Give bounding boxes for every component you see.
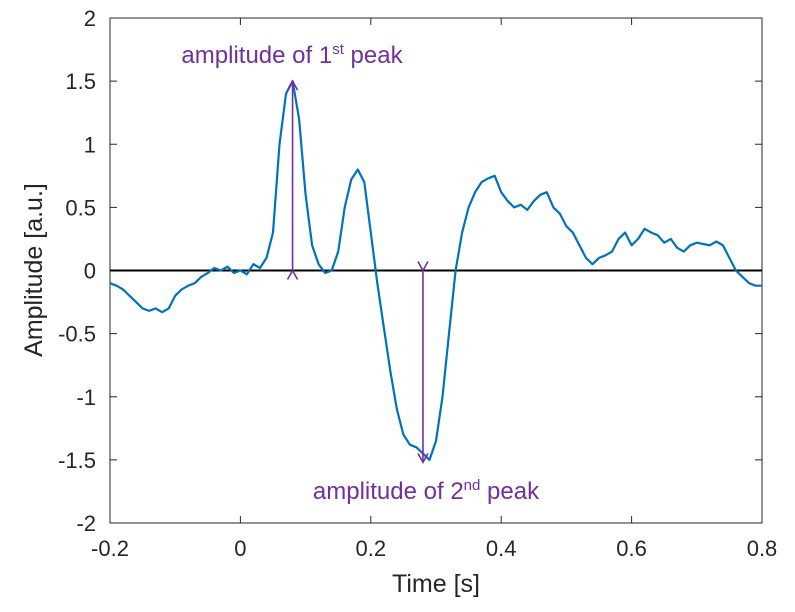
peak-annotation-label: amplitude of 2nd peak [313, 477, 540, 505]
y-tick-label: -0.5 [58, 322, 96, 347]
peak-annotation-label: amplitude of 1st peak [181, 41, 403, 69]
y-tick-label: 2 [84, 6, 96, 31]
y-axis-label: Amplitude [a.u.] [20, 183, 48, 357]
y-tick-label: -1 [76, 385, 96, 410]
y-tick-label: -1.5 [58, 448, 96, 473]
x-tick-label: 0.2 [356, 536, 387, 561]
x-tick-label: -0.2 [91, 536, 129, 561]
series-line [109, 79, 762, 461]
x-tick-label: 0 [234, 536, 246, 561]
x-axis-label: Time [s] [392, 570, 480, 598]
y-tick-label: 0.5 [65, 195, 96, 220]
x-tick-label: 0.6 [616, 536, 647, 561]
y-tick-label: 1 [84, 132, 96, 157]
x-tick-label: 0.4 [486, 536, 517, 561]
y-tick-label: 1.5 [65, 69, 96, 94]
annotation-layer: amplitude of 1st peak amplitude of 2nd pe… [181, 41, 540, 505]
y-tick-label: -2 [76, 511, 96, 536]
y-tick-label: 0 [84, 259, 96, 284]
series-layer [109, 79, 762, 461]
y-axis-tick-labels: -2 -1.5 -1 -0.5 0 0.5 1 1.5 2 [58, 6, 96, 536]
x-axis-tick-labels: -0.2 0 0.2 0.4 0.6 0.8 [91, 536, 777, 561]
x-axis-ticks [109, 18, 763, 523]
x-tick-label: 0.8 [747, 536, 778, 561]
